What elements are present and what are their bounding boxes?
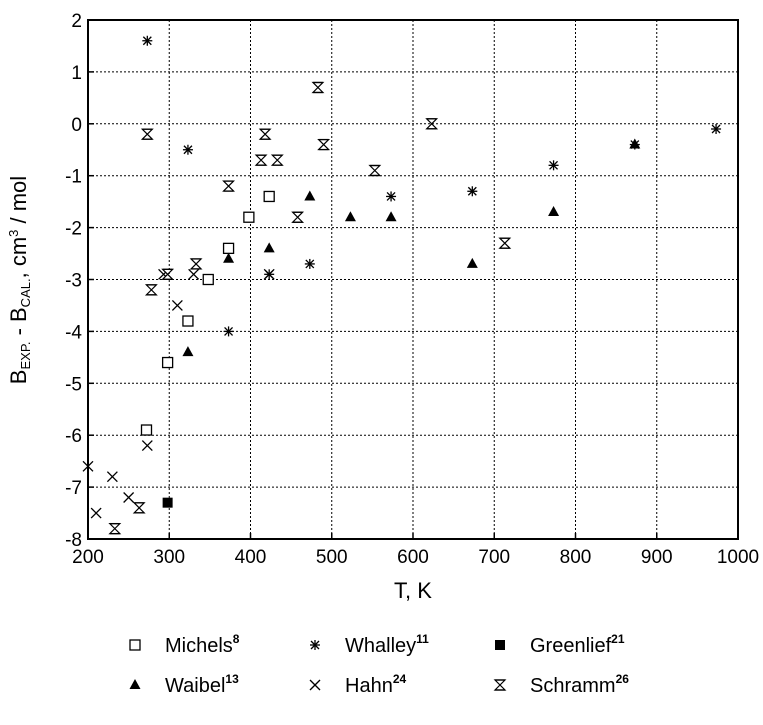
y-tick-label: 1 [71, 63, 82, 84]
data-point-michels [182, 315, 194, 327]
x-tick-label: 400 [235, 547, 267, 568]
legend-item-greenlief: Greenlief21 [495, 632, 625, 657]
data-point-michels [140, 424, 153, 436]
series-whalley [142, 35, 722, 337]
x-tick-label: 700 [478, 547, 510, 568]
x-tick-label: 800 [560, 547, 592, 568]
data-point-hahn [263, 268, 275, 280]
legend-label-greenlief: Greenlief21 [530, 632, 625, 657]
y-tick-label: -6 [65, 426, 82, 447]
data-points [82, 35, 722, 535]
y-tick-label: 0 [71, 115, 82, 136]
data-point-hahn [141, 440, 153, 452]
x-tick-label: 1000 [717, 547, 759, 568]
legend-marker-waibel [129, 679, 141, 689]
x-tick-label: 600 [397, 547, 429, 568]
legend-item-whalley: Whalley11 [310, 632, 429, 657]
legend-marker-hahn [309, 679, 321, 691]
axis-ticks: 200 300 400 500 600 700 800 900 1000 2 1 0 -1 -2 -3 -4 -… [65, 11, 759, 568]
data-point-waibel [304, 190, 316, 201]
y-tick-label: -3 [65, 271, 82, 292]
data-point-whalley [711, 123, 722, 134]
data-point-michels [243, 211, 255, 223]
data-point-schramm [425, 118, 439, 130]
legend-label-michels: Michels8 [165, 632, 240, 657]
data-point-hahn [188, 268, 200, 280]
legend-label-waibel: Waibel13 [165, 672, 239, 697]
y-tick-label: -7 [65, 478, 82, 499]
data-point-schramm [132, 502, 146, 514]
x-axis-title: T, K [394, 578, 432, 603]
x-tick-label: 300 [153, 547, 185, 568]
data-point-schramm [270, 154, 284, 166]
data-point-schramm [222, 180, 236, 192]
x-tick-label: 900 [641, 547, 673, 568]
data-point-schramm [258, 128, 272, 140]
data-point-hahn [123, 492, 135, 503]
data-point-waibel [548, 206, 560, 217]
x-tick-label: 200 [72, 547, 104, 568]
data-point-whalley [142, 35, 153, 46]
x-tick-label: 500 [316, 547, 348, 568]
y-tick-label: -1 [65, 167, 82, 188]
y-tick-label: -5 [65, 374, 82, 395]
legend-marker-whalley [310, 640, 320, 650]
legend-label-schramm: Schramm26 [530, 672, 629, 697]
data-point-whalley [467, 186, 478, 197]
data-point-schramm [161, 268, 175, 280]
series-schramm [108, 81, 512, 535]
data-point-waibel [223, 252, 235, 263]
data-point-hahn [171, 299, 183, 311]
series-greenlief [162, 497, 173, 508]
data-point-schramm [368, 164, 382, 177]
legend-label-hahn: Hahn24 [345, 672, 406, 697]
y-tick-label: -2 [65, 219, 82, 240]
data-point-whalley [304, 258, 315, 269]
data-point-michels [222, 242, 235, 255]
data-point-waibel [263, 242, 275, 253]
legend-item-michels: Michels8 [129, 632, 240, 657]
data-point-schramm [108, 522, 122, 535]
data-point-schramm [254, 154, 268, 166]
data-point-schramm [498, 237, 512, 249]
legend: Michels8 Whalley11 Greenlief21 Waibel13 Hahn… [129, 632, 629, 697]
data-point-whalley [386, 191, 397, 202]
y-axis-title: BEXP. - BCAL., cm3 / mol [6, 176, 33, 384]
legend-marker-michels [129, 639, 141, 651]
series-waibel [182, 138, 641, 357]
data-point-waibel [182, 346, 194, 357]
data-point-schramm [189, 258, 203, 270]
data-point-schramm [140, 128, 154, 140]
y-tick-label: -4 [65, 322, 82, 343]
data-point-hahn [90, 507, 102, 519]
data-point-michels [161, 356, 174, 369]
data-point-whalley [223, 326, 234, 337]
data-point-waibel [344, 211, 356, 222]
y-tick-label: -8 [65, 530, 82, 551]
data-point-waibel [385, 211, 397, 222]
grid [88, 20, 738, 539]
data-point-michels [202, 273, 214, 286]
data-point-schramm [317, 138, 331, 151]
data-point-michels [263, 190, 275, 203]
data-point-schramm [291, 211, 305, 223]
legend-item-schramm: Schramm26 [493, 672, 629, 697]
data-point-waibel [629, 138, 641, 149]
data-point-schramm [311, 81, 325, 94]
data-point-whalley [182, 144, 193, 155]
y-tick-label: 2 [71, 11, 82, 32]
data-point-waibel [466, 257, 478, 268]
data-point-hahn [106, 471, 118, 483]
legend-label-whalley: Whalley11 [345, 632, 429, 657]
legend-item-hahn: Hahn24 [309, 672, 406, 697]
data-point-schramm [144, 284, 158, 296]
legend-item-waibel: Waibel13 [129, 672, 239, 697]
data-point-hahn [82, 460, 94, 472]
legend-marker-greenlief [495, 640, 505, 650]
series-hahn [82, 268, 275, 519]
legend-marker-schramm [493, 679, 507, 691]
data-point-whalley [548, 160, 559, 171]
data-point-greenlief [162, 497, 173, 508]
